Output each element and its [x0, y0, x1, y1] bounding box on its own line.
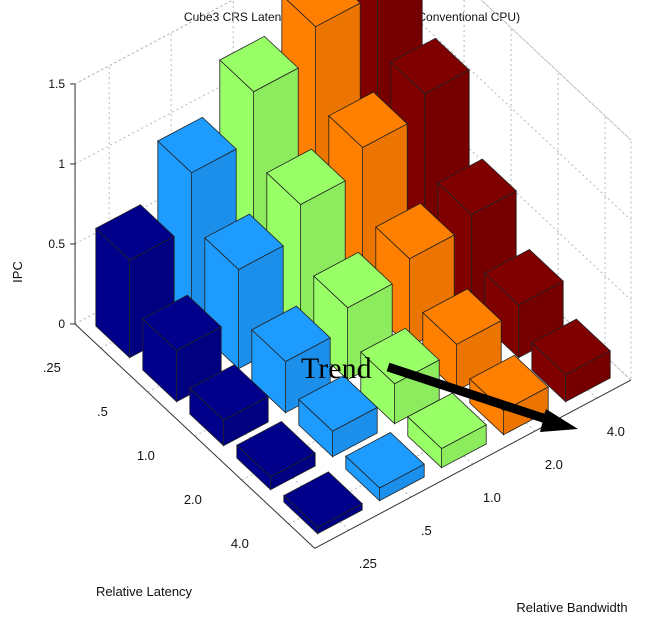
bar-top-face [328, 91, 408, 148]
z-tick-label: 0 [58, 317, 65, 331]
bandwidth-axis-line [314, 379, 632, 549]
x-axis-label: Relative Bandwidth [516, 600, 627, 615]
trend-annotation: Trend [301, 352, 578, 432]
bar-top-face [298, 375, 378, 432]
axis-grid [74, 0, 632, 549]
bar [407, 392, 487, 469]
bar-top-face [283, 471, 363, 528]
trend-label: Trend [301, 352, 372, 385]
bar [531, 318, 611, 403]
bandwidth-tick-label: 2.0 [545, 457, 563, 472]
bar-top-face [375, 202, 455, 260]
bar-top-face [407, 392, 487, 449]
bar-top-face [266, 148, 346, 205]
bar-top-face [219, 35, 299, 93]
bar-top-face [189, 364, 269, 421]
y-axis-label: Relative Latency [96, 584, 193, 599]
bandwidth-tick-label: 1.0 [483, 490, 501, 505]
bar-top-face [313, 251, 393, 309]
axis-ticks: 0 0.5 1 1.5 .25 .5 1.0 2.0 4.0 .25 .5 1.0 2.0 4.0 [43, 77, 625, 571]
bar-top-face [360, 327, 440, 385]
bar [283, 471, 363, 535]
bandwidth-tick-label: .5 [421, 523, 432, 538]
z-axis-label: IPC [10, 261, 25, 283]
bandwidth-tick-label: 4.0 [607, 424, 625, 439]
trend-arrow-head [540, 409, 578, 432]
z-tick-label: 1.5 [48, 77, 65, 91]
z-tick-label: 0.5 [48, 237, 65, 251]
bandwidth-tick-label: .25 [359, 556, 377, 571]
bar [298, 375, 378, 458]
bar-top-face [422, 288, 502, 345]
latency-tick-label: 2.0 [184, 492, 202, 507]
bar-top-face [142, 294, 222, 351]
bar-top-face [157, 116, 237, 174]
latency-axis-line [74, 323, 316, 549]
latency-tick-label: 4.0 [231, 536, 249, 551]
latency-tick-label: 1.0 [137, 448, 155, 463]
latency-tick-label: .5 [97, 404, 108, 419]
bar-top-face [251, 305, 331, 362]
bars [95, 0, 611, 535]
bar-top-face [345, 432, 425, 489]
z-tick-label: 1 [58, 157, 65, 171]
bar [345, 432, 425, 502]
bar [266, 148, 346, 337]
bar-top-face [484, 249, 564, 306]
bar [189, 364, 269, 447]
trend-arrow-shaft [386, 362, 554, 426]
bar-top-face [236, 421, 316, 478]
bar-top-face [204, 213, 284, 270]
bar-top-face [286, 0, 361, 28]
latency-tick-label: .25 [43, 360, 61, 375]
bar [236, 421, 316, 491]
bar-top-face [437, 158, 517, 215]
bar-top-face [390, 37, 470, 95]
bar [422, 288, 502, 392]
bar-top-face [531, 318, 611, 375]
bar-top-face [95, 204, 175, 261]
